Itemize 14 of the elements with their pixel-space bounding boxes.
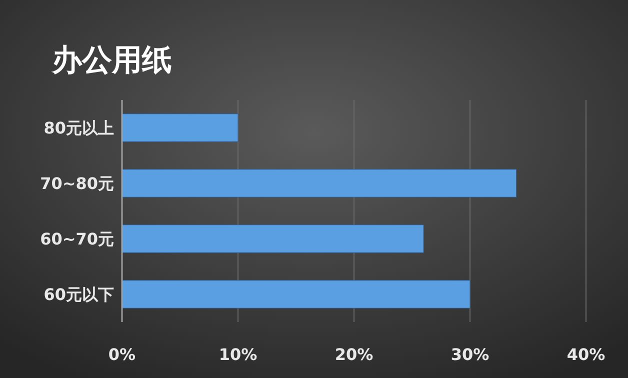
bar bbox=[122, 114, 238, 142]
bar bbox=[122, 224, 424, 253]
x-tick-label: 20% bbox=[334, 345, 374, 364]
x-tick-label: 40% bbox=[566, 345, 606, 364]
chart-title: 办公用纸 bbox=[51, 43, 172, 78]
y-tick-label: 60元以下 bbox=[44, 284, 114, 304]
y-tick-label: 80元以上 bbox=[44, 118, 114, 138]
x-tick-label: 30% bbox=[450, 345, 490, 364]
y-tick-label: 70~80元 bbox=[40, 174, 114, 193]
bar bbox=[122, 169, 517, 198]
x-tick-label: 10% bbox=[218, 345, 258, 364]
y-tick-label: 60~70元 bbox=[40, 229, 114, 248]
bar bbox=[122, 280, 470, 308]
x-tick-label: 0% bbox=[108, 345, 136, 364]
